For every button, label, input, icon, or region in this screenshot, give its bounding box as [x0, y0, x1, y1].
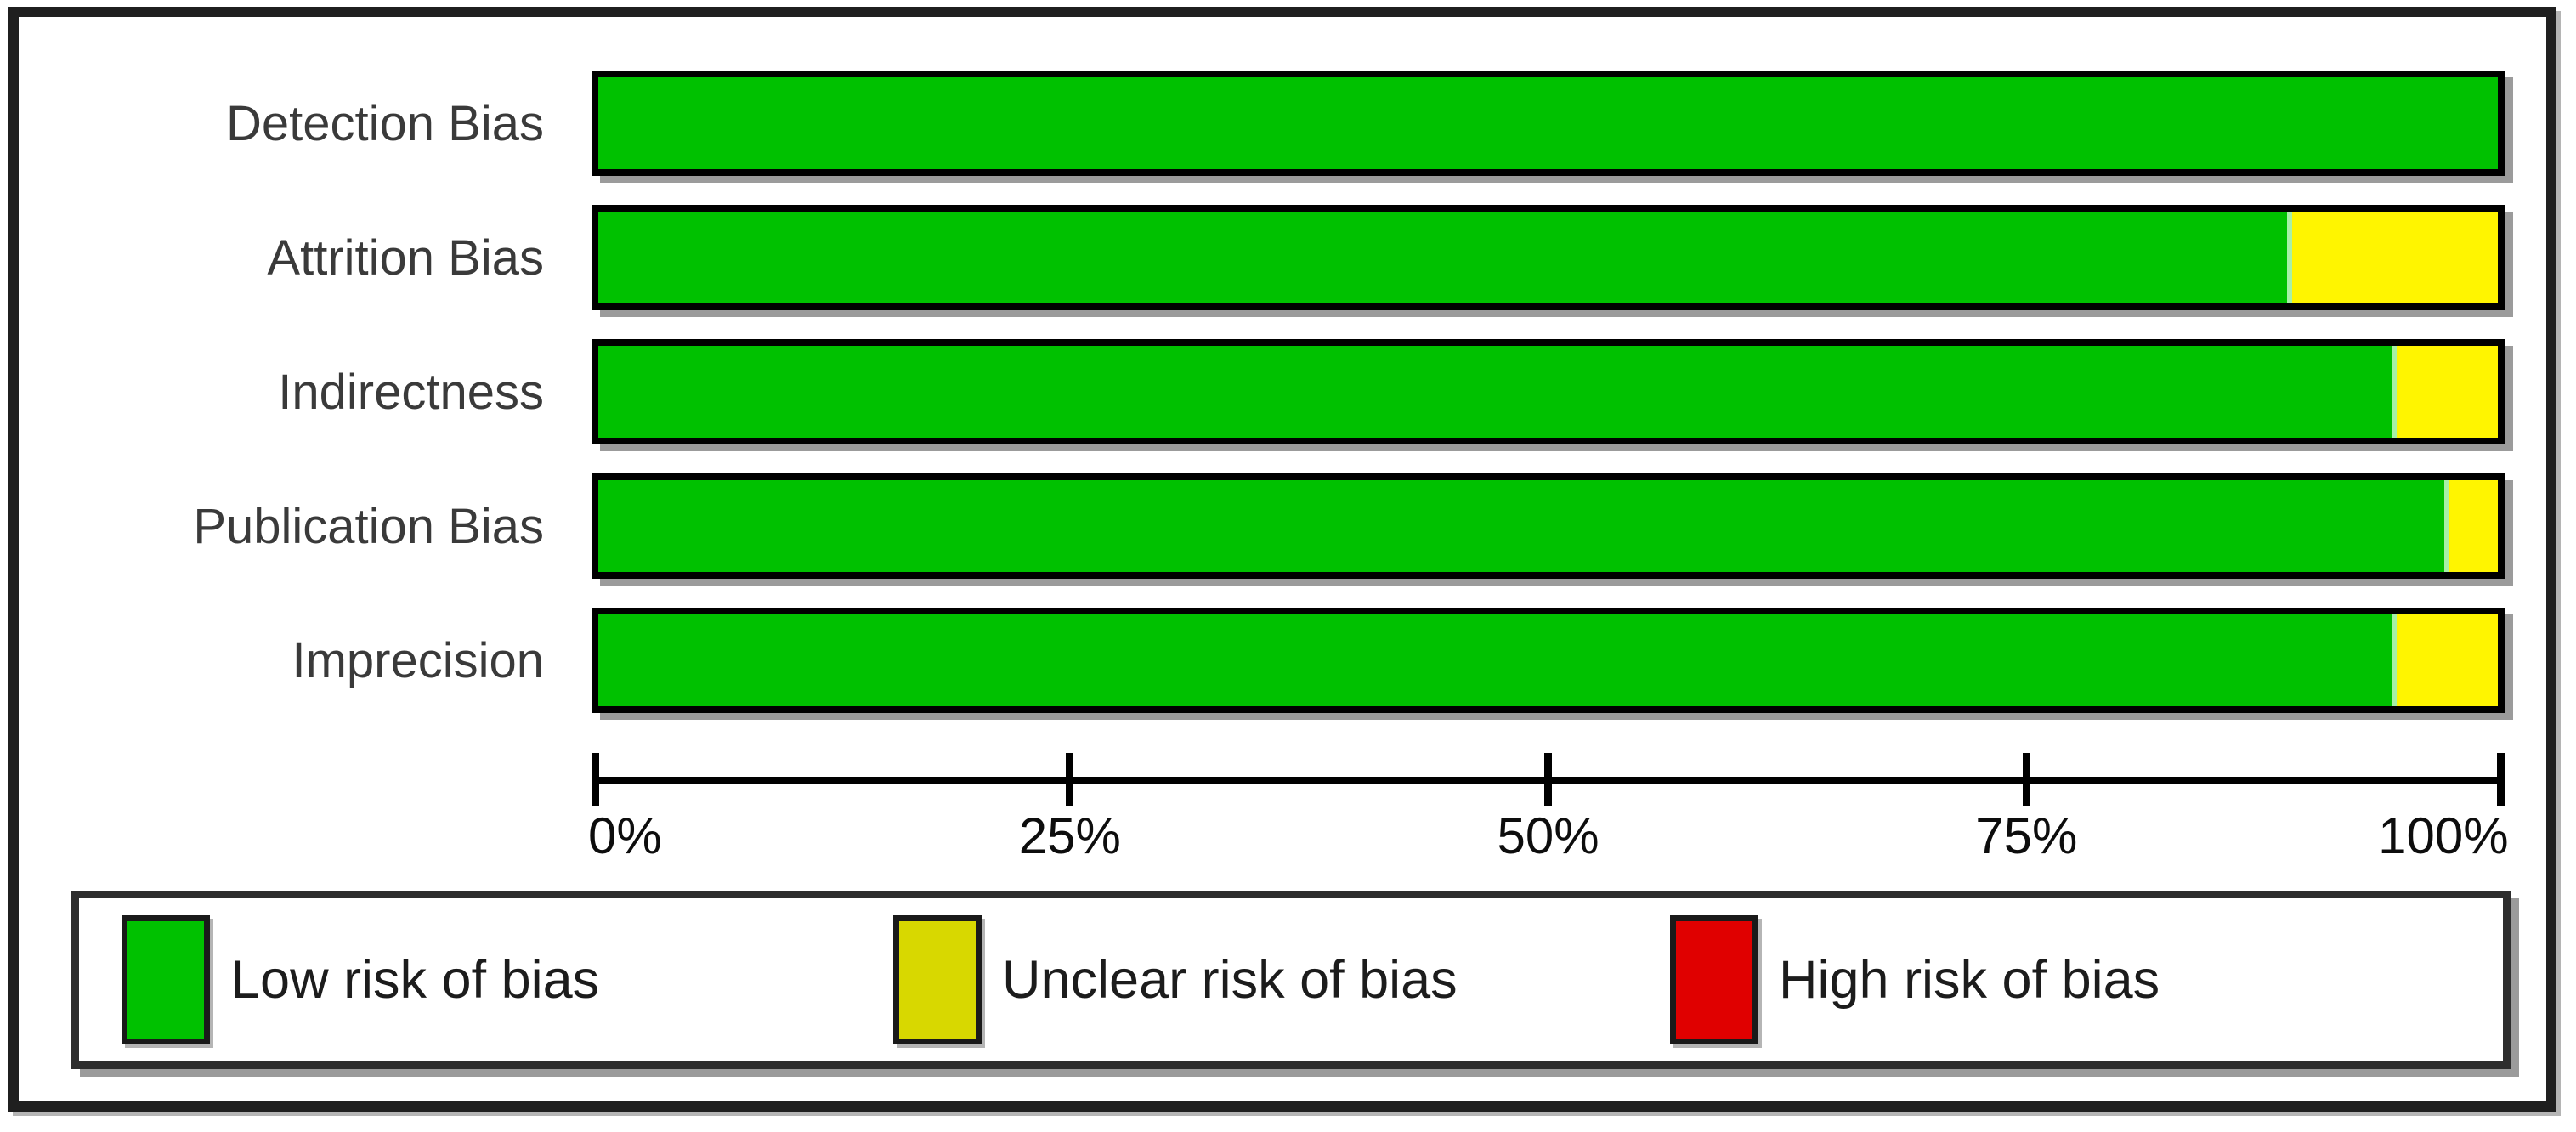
legend-item: High risk of bias	[1670, 915, 2160, 1044]
segment-unclear-risk	[2286, 212, 2498, 303]
stacked-bar	[592, 473, 2505, 579]
legend-swatch-low-risk	[122, 915, 210, 1044]
axis-tick-label: 75%	[1975, 807, 2078, 864]
legend-label: Unclear risk of bias	[1002, 950, 1458, 1010]
plot-area: Detection Bias Attrition Bias Indirectness…	[0, 56, 2576, 727]
bar-row: Imprecision	[0, 593, 2576, 727]
stacked-bar	[592, 71, 2505, 176]
segment-low-risk	[598, 480, 2445, 572]
segment-low-risk	[598, 614, 2392, 706]
axis-tick	[1066, 753, 1074, 806]
stacked-bar	[592, 608, 2505, 713]
axis-tick	[2497, 753, 2505, 806]
stacked-bar	[592, 339, 2505, 444]
bar-row: Attrition Bias	[0, 190, 2576, 325]
bar-row: Indirectness	[0, 325, 2576, 459]
segment-unclear-risk	[2444, 480, 2498, 572]
x-axis: 0% 25% 50% 75% 100%	[588, 753, 2509, 872]
segment-low-risk	[598, 346, 2392, 438]
legend-swatch-unclear-risk	[893, 915, 982, 1044]
legend-label: High risk of bias	[1779, 950, 2160, 1010]
segment-low-risk	[598, 212, 2287, 303]
legend-item: Unclear risk of bias	[893, 915, 1458, 1044]
axis-tick-label: 100%	[2378, 807, 2509, 864]
axis-tick	[2022, 753, 2030, 806]
category-label: Imprecision	[292, 632, 544, 688]
axis-tick	[592, 753, 599, 806]
category-label: Publication Bias	[193, 498, 544, 554]
segment-unclear-risk	[2391, 614, 2498, 706]
bar-row: Detection Bias	[0, 56, 2576, 190]
category-label: Detection Bias	[226, 95, 544, 151]
axis-tick-label: 25%	[1018, 807, 1121, 864]
axis-tick-label: 0%	[588, 807, 662, 864]
legend-swatch-high-risk	[1670, 915, 1758, 1044]
stacked-bar	[592, 205, 2505, 310]
axis-tick-label: 50%	[1497, 807, 1599, 864]
category-label: Indirectness	[278, 364, 544, 420]
segment-unclear-risk	[2391, 346, 2498, 438]
axis-tick	[1544, 753, 1552, 806]
segment-low-risk	[598, 77, 2498, 169]
legend: Low risk of bias Unclear risk of bias High…	[71, 891, 2511, 1069]
legend-label: Low risk of bias	[230, 950, 600, 1010]
bar-row: Publication Bias	[0, 459, 2576, 593]
legend-item: Low risk of bias	[122, 915, 599, 1044]
category-label: Attrition Bias	[267, 229, 544, 286]
